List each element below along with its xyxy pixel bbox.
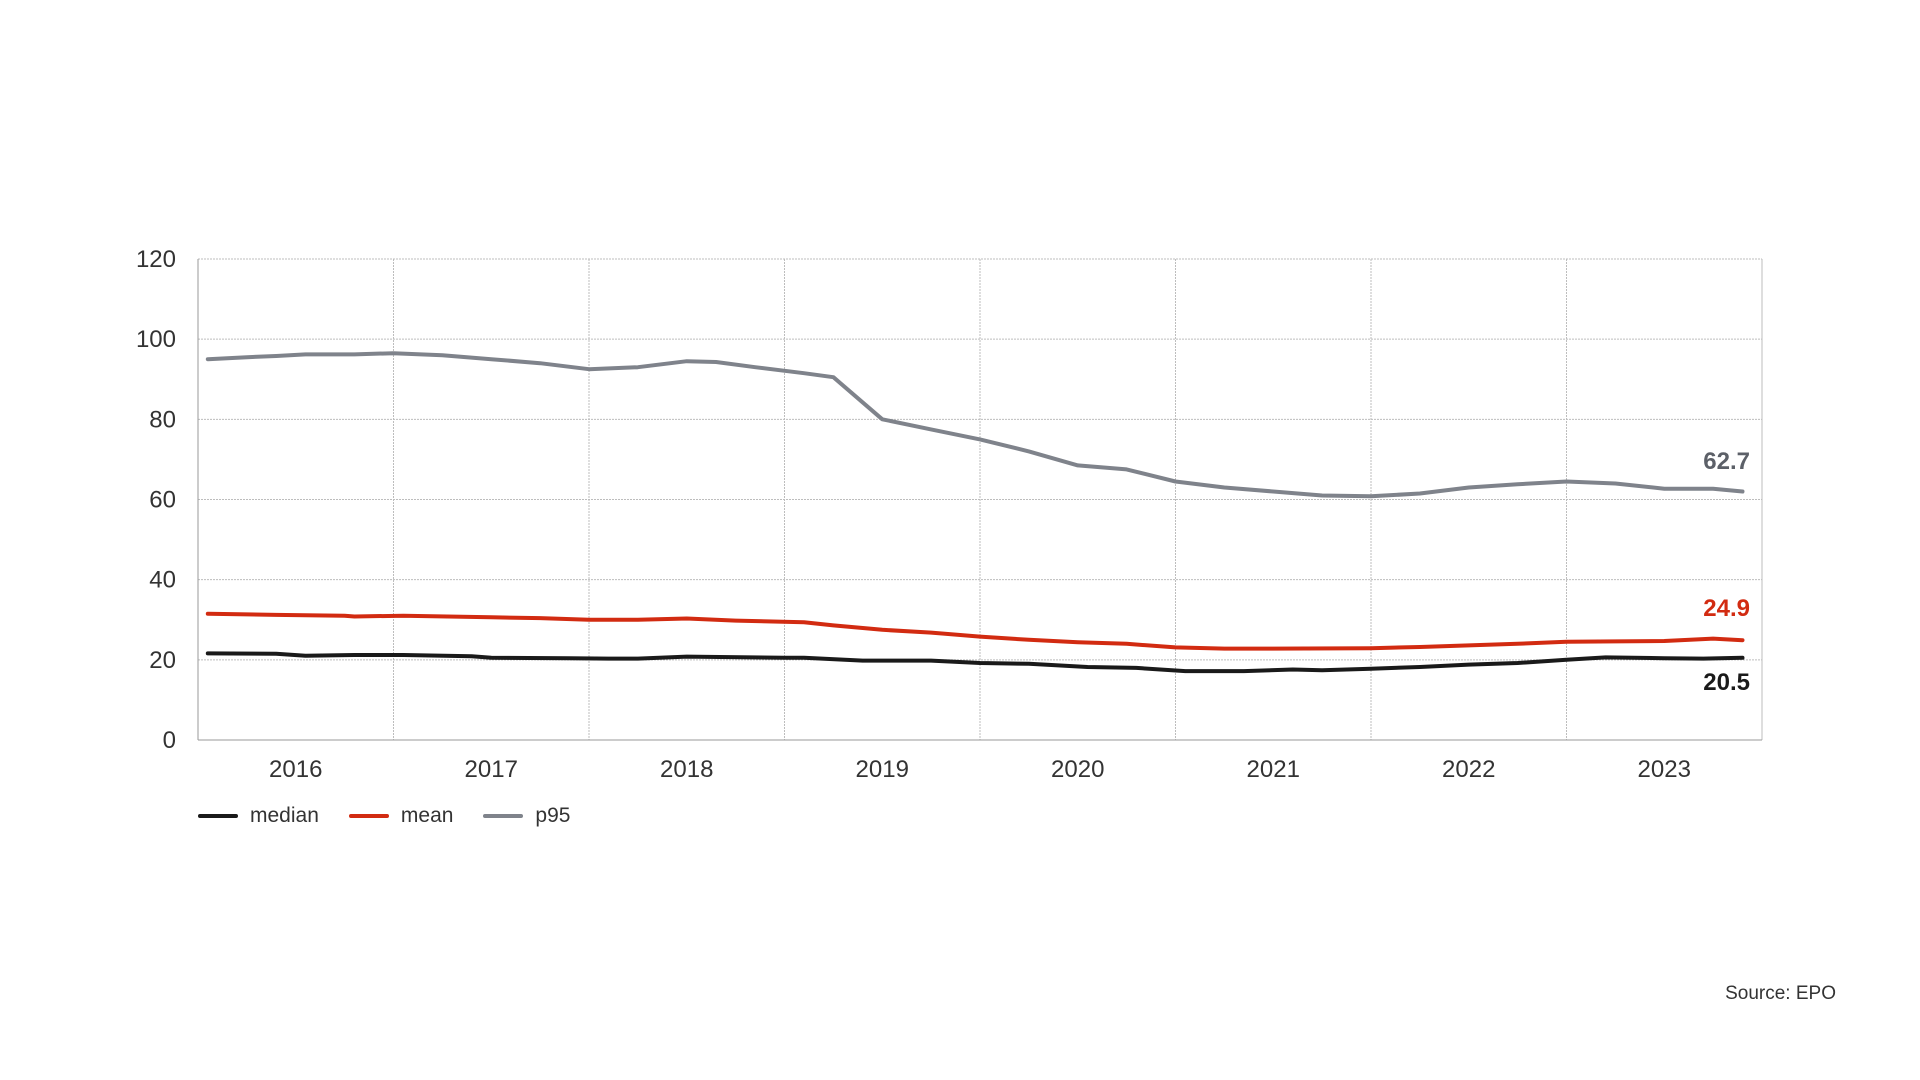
y-tick-label: 100: [136, 326, 176, 353]
series-line-p95: [208, 353, 1743, 496]
legend-item-p95: p95: [483, 804, 570, 828]
legend: median mean p95: [198, 804, 570, 828]
end-label-median: 20.5: [1703, 669, 1750, 696]
legend-label-median: median: [250, 804, 319, 828]
x-tick-label: 2023: [1638, 756, 1691, 783]
series-lines: [208, 353, 1743, 671]
source-note: Source: EPO: [1725, 983, 1836, 1005]
legend-swatch-mean: [349, 814, 389, 818]
y-tick-label: 60: [149, 487, 176, 514]
series-line-median: [208, 653, 1743, 671]
legend-swatch-p95: [483, 814, 523, 818]
x-tick-label: 2021: [1247, 756, 1300, 783]
end-label-p95: 62.7: [1703, 448, 1750, 475]
series-line-mean: [208, 614, 1743, 649]
y-tick-label: 40: [149, 567, 176, 594]
axes: 0 20 40 60 80 100 120 2016 2017 2018 2019 2020 2021 2…: [136, 246, 1762, 783]
legend-item-median: median: [198, 804, 319, 828]
grid: [198, 259, 1762, 740]
y-tick-label: 20: [149, 647, 176, 674]
x-tick-label: 2017: [465, 756, 518, 783]
x-tick-label: 2018: [660, 756, 713, 783]
x-tick-label: 2019: [856, 756, 909, 783]
x-tick-label: 2016: [269, 756, 322, 783]
y-tick-label: 80: [149, 406, 176, 433]
legend-item-mean: mean: [349, 804, 454, 828]
legend-swatch-median: [198, 814, 238, 818]
legend-label-p95: p95: [535, 804, 570, 828]
y-tick-label: 120: [136, 246, 176, 273]
legend-label-mean: mean: [401, 804, 454, 828]
y-tick-label: 0: [163, 727, 176, 754]
x-tick-label: 2022: [1442, 756, 1495, 783]
end-label-mean: 24.9: [1703, 595, 1750, 622]
x-tick-label: 2020: [1051, 756, 1104, 783]
